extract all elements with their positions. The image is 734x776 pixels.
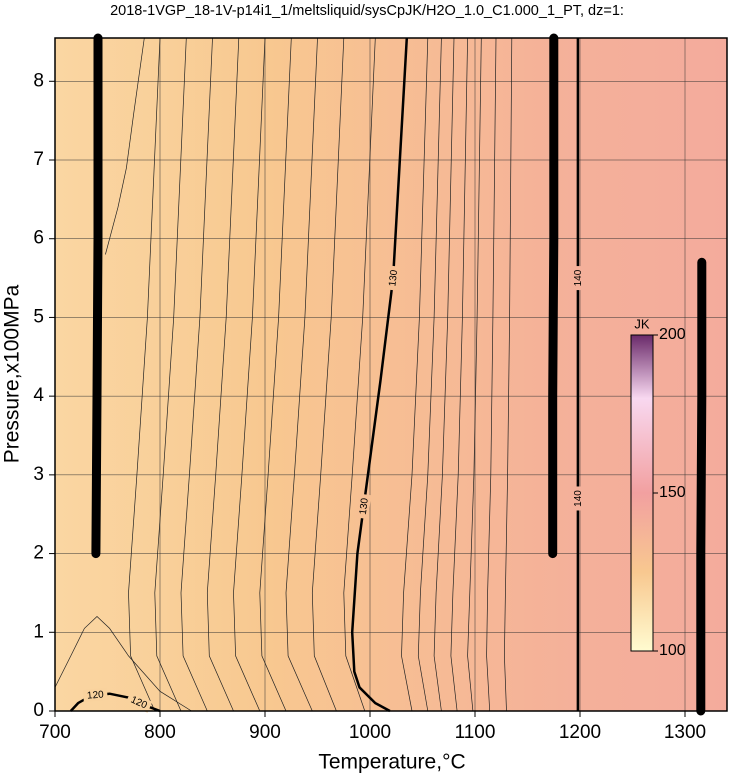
y-tick-label: 2 (33, 543, 44, 564)
x-tick-label: 1200 (559, 722, 601, 743)
contour-line (450, 37, 468, 712)
contour-label-bg (125, 691, 153, 713)
y-tick-label: 4 (33, 385, 44, 406)
colorbar-tick-label: 150 (659, 484, 686, 501)
field-cell (370, 38, 476, 711)
field-layer (55, 38, 728, 711)
contour-band (91, 33, 103, 559)
contour-label: 130 (358, 497, 371, 515)
contour-line (311, 37, 345, 712)
chart-title: 2018-1VGP_18-1V-p14i1_1/meltsliquid/sysC… (110, 3, 624, 19)
contour-label-bg (571, 266, 584, 291)
contour-line (54, 616, 192, 712)
contour-label-group: 120 (82, 687, 108, 702)
x-tick-label: 1100 (455, 722, 496, 743)
contour-label: 140 (573, 490, 584, 507)
colorbar-tick-label: 100 (659, 642, 686, 659)
y-tick-label: 3 (33, 464, 44, 485)
contour-band (548, 33, 559, 559)
contour-line (417, 37, 442, 712)
x-tick-label: 800 (144, 722, 176, 743)
y-tick-label: 1 (33, 621, 44, 642)
y-tick-label: 6 (33, 228, 44, 249)
x-tick-label: 700 (39, 722, 71, 743)
contour-label-group: 130 (356, 493, 372, 520)
contour-label-group: 140 (571, 486, 584, 511)
grid-layer (54, 38, 727, 712)
plot-frame (54, 37, 728, 712)
colorbar-tick-label: 200 (659, 326, 686, 343)
contour-line (486, 37, 497, 712)
field-cell (160, 38, 266, 711)
field-cell (265, 38, 371, 711)
contour-line (233, 37, 266, 712)
contour-band (696, 257, 707, 716)
y-tick-label: 8 (33, 70, 44, 91)
y-tick-label: 0 (33, 700, 44, 721)
contour-line (467, 37, 482, 712)
field-cell (55, 38, 161, 711)
contour-line (180, 37, 213, 712)
field-cell (475, 38, 528, 711)
contour-line (206, 37, 240, 712)
x-tick-label: 900 (249, 722, 281, 743)
contour-label-group: 130 (385, 265, 401, 291)
contour-line (259, 37, 292, 712)
contour-label-bg (385, 265, 401, 291)
contour-label-bg (571, 486, 584, 511)
colorbar-label: JK (634, 316, 650, 331)
contour-line (154, 37, 187, 712)
y-tick-label: 5 (33, 306, 44, 327)
colorbar (630, 334, 654, 652)
contour-label-group: 140 (571, 266, 584, 291)
contour-label-bg (82, 687, 108, 702)
y-tick-label: 7 (33, 149, 44, 170)
contour-line (504, 37, 513, 712)
x-axis-label: Temperature,°C (318, 751, 465, 774)
contour-label: 130 (387, 269, 400, 287)
x-tick-label: 1000 (349, 722, 391, 743)
contour-label: 120 (87, 689, 105, 701)
contour-label-bg (356, 493, 372, 520)
contour-line (285, 37, 318, 712)
contour-label: 140 (573, 269, 584, 286)
y-axis-label: Pressure,x100MPa (1, 284, 24, 463)
contour-line (433, 37, 455, 712)
contour-line (343, 37, 376, 712)
x-tick-label: 1300 (664, 722, 706, 743)
contour-line (105, 37, 145, 255)
contour-line (128, 37, 161, 712)
labeled-contour (350, 37, 409, 713)
contour-line (401, 37, 429, 712)
